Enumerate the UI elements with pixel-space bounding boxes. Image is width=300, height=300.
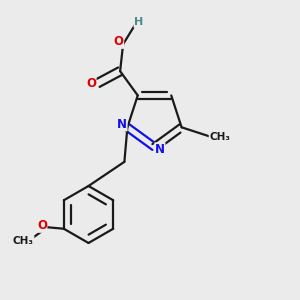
Text: H: H [134, 17, 143, 27]
Text: N: N [155, 143, 165, 156]
Text: O: O [86, 77, 96, 90]
Text: N: N [117, 118, 127, 131]
Text: CH₃: CH₃ [209, 132, 230, 142]
Text: O: O [37, 219, 47, 232]
Text: O: O [114, 35, 124, 48]
Text: CH₃: CH₃ [13, 236, 34, 246]
